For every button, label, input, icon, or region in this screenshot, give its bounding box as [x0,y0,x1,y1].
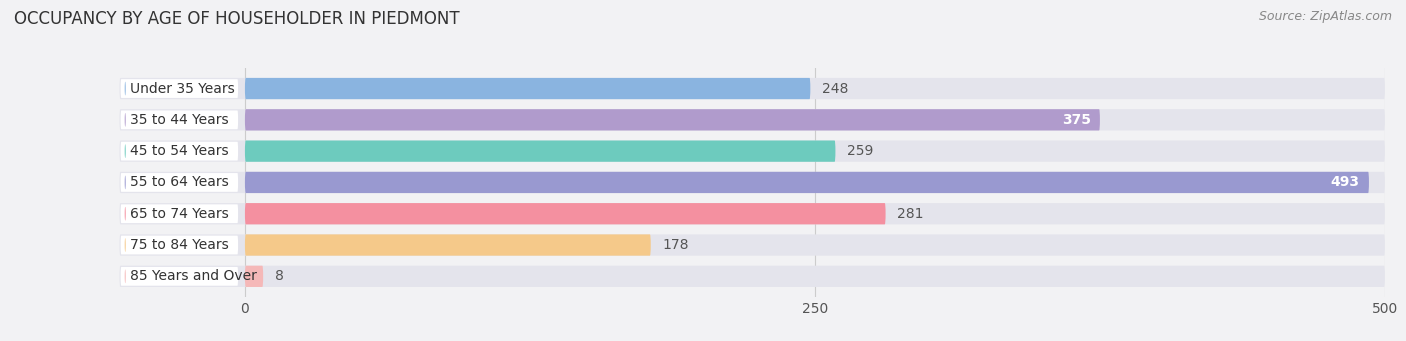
FancyBboxPatch shape [121,236,238,254]
FancyBboxPatch shape [120,140,1385,162]
FancyBboxPatch shape [245,172,1369,193]
Text: 55 to 64 Years: 55 to 64 Years [129,175,229,190]
Text: 45 to 54 Years: 45 to 54 Years [129,144,228,158]
Text: 75 to 84 Years: 75 to 84 Years [129,238,229,252]
Text: 178: 178 [662,238,689,252]
FancyBboxPatch shape [245,140,835,162]
FancyBboxPatch shape [245,266,263,287]
Text: 281: 281 [897,207,924,221]
FancyBboxPatch shape [121,267,238,286]
FancyBboxPatch shape [121,204,238,223]
FancyBboxPatch shape [120,234,1385,256]
Text: 35 to 44 Years: 35 to 44 Years [129,113,228,127]
Text: 375: 375 [1062,113,1091,127]
Text: Under 35 Years: Under 35 Years [129,81,235,95]
FancyBboxPatch shape [245,109,1099,131]
FancyBboxPatch shape [245,78,810,99]
FancyBboxPatch shape [245,203,886,224]
Text: 248: 248 [821,81,848,95]
FancyBboxPatch shape [121,142,238,161]
FancyBboxPatch shape [121,110,238,129]
FancyBboxPatch shape [245,234,651,256]
FancyBboxPatch shape [121,173,238,192]
FancyBboxPatch shape [120,266,1385,287]
Text: 65 to 74 Years: 65 to 74 Years [129,207,229,221]
FancyBboxPatch shape [121,79,238,98]
FancyBboxPatch shape [120,109,1385,131]
Text: 259: 259 [846,144,873,158]
Text: 493: 493 [1331,175,1360,190]
Text: OCCUPANCY BY AGE OF HOUSEHOLDER IN PIEDMONT: OCCUPANCY BY AGE OF HOUSEHOLDER IN PIEDM… [14,10,460,28]
FancyBboxPatch shape [120,203,1385,224]
FancyBboxPatch shape [120,78,1385,99]
Text: 85 Years and Over: 85 Years and Over [129,269,257,283]
FancyBboxPatch shape [120,172,1385,193]
Text: 8: 8 [274,269,284,283]
Text: Source: ZipAtlas.com: Source: ZipAtlas.com [1258,10,1392,23]
